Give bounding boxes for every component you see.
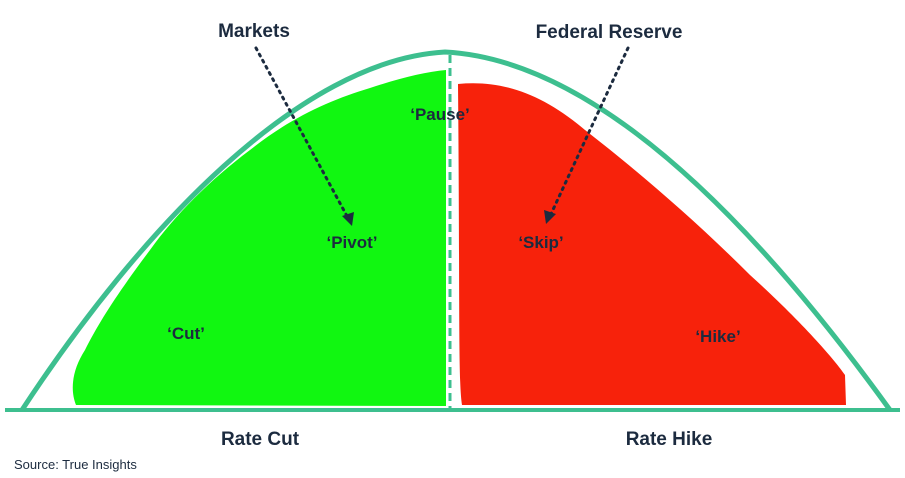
rate-hike-axis-label: Rate Hike (626, 429, 713, 450)
rate-cut-axis-label: Rate Cut (221, 429, 300, 450)
markets-arrow (254, 46, 350, 220)
pivot-label: ‘Pivot’ (326, 233, 377, 252)
rate-hike-region (458, 83, 846, 406)
markets-label: Markets (218, 21, 290, 42)
hike-label: ‘Hike’ (695, 327, 740, 346)
source-note: Source: True Insights (14, 457, 137, 472)
federal-reserve-label: Federal Reserve (536, 22, 683, 43)
rate-cycle-curve (19, 49, 893, 412)
pause-label: ‘Pause’ (410, 105, 470, 124)
skip-label: ‘Skip’ (518, 233, 563, 252)
rate-cut-region (72, 70, 446, 406)
cut-label: ‘Cut’ (167, 324, 205, 343)
federal-reserve-arrow (549, 46, 630, 216)
federal-reserve-arrowhead (544, 210, 556, 224)
markets-arrowhead (342, 212, 354, 226)
